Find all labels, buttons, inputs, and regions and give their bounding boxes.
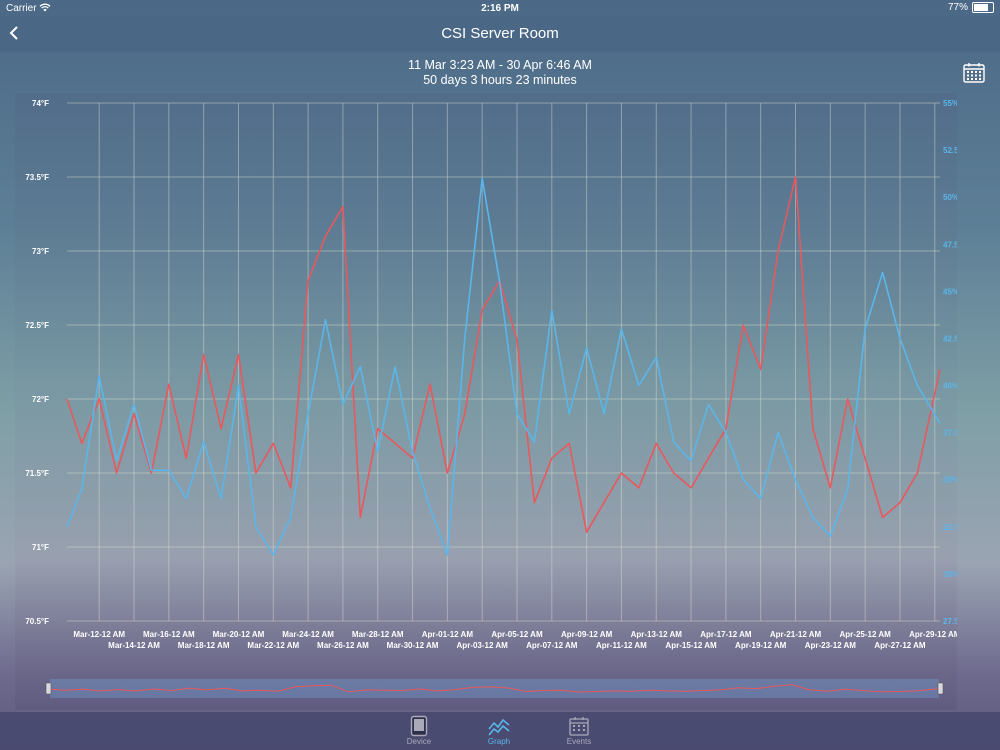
device-icon [410, 715, 428, 737]
clock: 2:16 PM [481, 3, 519, 14]
carrier-text: Carrier [6, 3, 37, 14]
x-tick-label: Mar-20-12 AM [213, 630, 265, 639]
wifi-icon [39, 3, 51, 12]
y-tick-label-right: 35%RH [943, 476, 957, 485]
y-tick-label-right: 40%RH [943, 382, 957, 391]
tab-bar: Device Graph Events [0, 712, 1000, 750]
x-tick-label: Apr-23-12 AM [805, 641, 857, 650]
x-tick-label: Apr-21-12 AM [770, 630, 822, 639]
x-tick-label: Apr-17-12 AM [700, 630, 752, 639]
x-tick-label: Mar-14-12 AM [108, 641, 160, 650]
x-tick-label: Apr-15-12 AM [665, 641, 717, 650]
x-tick-label: Apr-09-12 AM [561, 630, 613, 639]
x-tick-label: Mar-28-12 AM [352, 630, 404, 639]
overview-track [50, 679, 939, 698]
y-tick-label-left: 70.5°F [25, 617, 49, 626]
overview-handle-left[interactable] [45, 682, 52, 695]
y-tick-label-right: 42.5%RH [943, 334, 957, 343]
duration-label: 50 days 3 hours 23 minutes [423, 73, 577, 87]
tab-device-label: Device [406, 737, 432, 746]
temperature-series-line [66, 176, 941, 534]
x-tick-label: Mar-30-12 AM [387, 641, 439, 650]
y-tick-label-left: 71°F [32, 543, 49, 552]
chevron-left-icon [9, 26, 18, 40]
x-tick-label: Apr-05-12 AM [491, 630, 543, 639]
date-range-header: 11 Mar 3:23 AM - 30 Apr 6:46 AM 50 days … [0, 58, 1000, 88]
y-tick-label-left: 72.5°F [25, 321, 49, 330]
y-tick-label-left: 74°F [32, 99, 49, 108]
battery-icon [972, 2, 994, 13]
y-tick-label-right: 52.5%RH [943, 146, 957, 155]
x-tick-label: Mar-22-12 AM [247, 641, 299, 650]
date-range-label: 11 Mar 3:23 AM - 30 Apr 6:46 AM [408, 58, 592, 72]
x-tick-label: Apr-29-12 AM [909, 630, 957, 639]
x-tick-label: Apr-01-12 AM [422, 630, 474, 639]
back-button[interactable] [8, 22, 20, 50]
x-tick-label: Apr-13-12 AM [631, 630, 683, 639]
battery-fill [974, 4, 988, 11]
page-title: CSI Server Room [441, 25, 559, 42]
humidity-series-line [66, 177, 941, 556]
x-tick-label: Mar-12-12 AM [73, 630, 125, 639]
calendar-icon [963, 63, 985, 83]
y-tick-label-right: 27.5%RH [943, 617, 957, 626]
navigation-bar: CSI Server Room [0, 16, 1000, 52]
x-tick-label: Apr-03-12 AM [457, 641, 509, 650]
tab-graph[interactable]: Graph [469, 715, 529, 746]
y-tick-label-right: 55%RH [943, 99, 957, 108]
y-tick-label-right: 45%RH [943, 287, 957, 296]
y-tick-label-left: 73.5°F [25, 173, 49, 182]
calendar-button[interactable] [962, 62, 986, 89]
battery-indicator: 77% [948, 2, 994, 13]
y-tick-label-left: 72°F [32, 395, 49, 404]
x-tick-label: Mar-24-12 AM [282, 630, 334, 639]
graph-icon [488, 718, 510, 736]
y-tick-label-right: 47.5%RH [943, 240, 957, 249]
y-tick-label-right: 50%RH [943, 193, 957, 202]
x-tick-label: Mar-16-12 AM [143, 630, 195, 639]
x-tick-label: Mar-18-12 AM [178, 641, 230, 650]
y-tick-label-left: 71.5°F [25, 469, 49, 478]
events-icon [569, 717, 589, 736]
overview-line [49, 684, 940, 693]
chart-panel[interactable]: 74°F 73.5°F 73°F 72.5°F 72°F 71.5°F 71°F 70.5°F… [15, 93, 957, 710]
y-tick-label-right: 32.5%RH [943, 523, 957, 532]
tab-events[interactable]: Events [549, 715, 609, 746]
x-tick-label: Apr-07-12 AM [526, 641, 578, 650]
carrier-label: Carrier [6, 3, 51, 14]
x-tick-label: Apr-19-12 AM [735, 641, 787, 650]
x-tick-label: Apr-11-12 AM [596, 641, 647, 650]
x-tick-label: Mar-26-12 AM [317, 641, 369, 650]
y-tick-label-left: 73°F [32, 247, 49, 256]
y-tick-label-right: 37.5%RH [943, 429, 957, 438]
x-tick-label: Apr-25-12 AM [840, 630, 892, 639]
battery-percent: 77% [947, 2, 968, 13]
x-tick-label: Apr-27-12 AM [874, 641, 926, 650]
temperature-humidity-chart[interactable]: 74°F 73.5°F 73°F 72.5°F 72°F 71.5°F 71°F 70.5°F… [15, 93, 957, 710]
tab-events-label: Events [566, 737, 592, 746]
tab-graph-label: Graph [487, 737, 511, 746]
status-bar: Carrier 2:16 PM 77% [0, 0, 1000, 16]
tab-device[interactable]: Device [389, 715, 449, 746]
overview-handle-right[interactable] [937, 682, 944, 695]
y-tick-label-right: 30%RH [943, 570, 957, 579]
